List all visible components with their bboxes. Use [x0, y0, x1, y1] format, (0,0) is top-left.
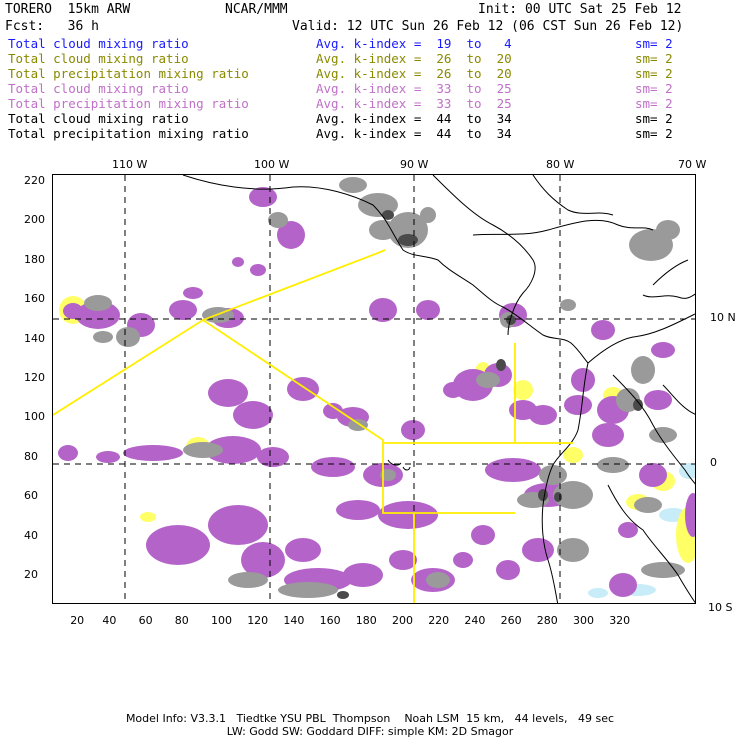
legend-row: Total cloud mixing ratio Avg. k-index = 4…	[8, 111, 733, 126]
legend-smoothing: sm= 2	[635, 96, 673, 111]
model-info-line1: Model Info: V3.3.1 Tiedtke YSU PBL Thomp…	[125, 712, 615, 725]
x-tick-label: 20	[70, 614, 85, 627]
map-panel	[52, 174, 696, 604]
legend-smoothing: sm= 2	[635, 111, 673, 126]
legend-smoothing: sm= 2	[635, 36, 673, 51]
x-tick-label: 80	[174, 614, 189, 627]
legend-variable: Total cloud mixing ratio	[8, 51, 189, 66]
lat-label-10n: 10 N	[710, 311, 736, 324]
legend-row: Total cloud mixing ratio Avg. k-index = 2…	[8, 51, 733, 66]
lon-label-70w: 70 W	[678, 158, 707, 171]
legend-row: Total cloud mixing ratio Avg. k-index = 3…	[8, 81, 733, 96]
x-tick-label: 100	[211, 614, 232, 627]
y-tick-label: 80	[24, 449, 38, 463]
lon-label-100w: 100 W	[254, 158, 290, 171]
legend-variable: Total precipitation mixing ratio	[8, 66, 249, 81]
legend-row: Total precipitation mixing ratio Avg. k-i…	[8, 96, 733, 111]
x-tick-label: 160	[319, 614, 341, 627]
x-tick-label: 120	[247, 614, 269, 627]
y-tick-label: 140	[24, 331, 45, 345]
model-info-line2: LW: Godd SW: Goddard DIFF: simple KM: 2D…	[226, 725, 514, 738]
region-outlines	[53, 249, 573, 603]
legend-smoothing: sm= 2	[635, 81, 673, 96]
init-time: Init: 00 UTC Sat 25 Feb 12	[478, 2, 682, 17]
legend-variable: Total cloud mixing ratio	[8, 81, 189, 96]
y-tick-label: 40	[24, 528, 38, 542]
x-tick-label: 200	[392, 614, 413, 627]
y-tick-label: 100	[24, 410, 45, 424]
lon-label-90w: 90 W	[400, 158, 429, 171]
x-tick-label: 260	[500, 614, 522, 627]
y-tick-label: 120	[24, 371, 45, 384]
y-tick-label: 160	[24, 292, 45, 306]
x-tick-label: 220	[428, 614, 450, 627]
legend-variable: Total cloud mixing ratio	[8, 36, 189, 51]
graticule	[53, 175, 695, 603]
lon-label-110w: 110 W	[112, 158, 148, 171]
x-tick-label: 320	[609, 614, 631, 627]
lon-label-80w: 80 W	[546, 158, 575, 171]
legend-variable: Total cloud mixing ratio	[8, 111, 189, 126]
legend-row: Total precipitation mixing ratio Avg. k-i…	[8, 66, 733, 81]
y-tick-label: 180	[24, 252, 45, 266]
legend-smoothing: sm= 2	[635, 126, 673, 141]
legend-k-index: Avg. k-index = 44 to 34	[316, 111, 512, 126]
forecast-hour: Fcst: 36 h	[5, 19, 99, 34]
gray-cloud-fields	[84, 177, 685, 598]
x-tick-label: 180	[355, 614, 377, 627]
legend-k-index: Avg. k-index = 26 to 20	[316, 51, 512, 66]
legend-smoothing: sm= 2	[635, 66, 673, 81]
legend-k-index: Avg. k-index = 33 to 25	[316, 96, 512, 111]
valid-time: Valid: 12 UTC Sun 26 Feb 12 (06 CST Sun …	[292, 19, 684, 34]
legend-variable: Total precipitation mixing ratio	[8, 96, 249, 111]
x-tick-label: 60	[138, 614, 153, 627]
lat-label-0: 0	[710, 456, 717, 469]
x-tick-label: 280	[536, 614, 558, 627]
x-tick-label: 300	[573, 614, 594, 627]
x-tick-label: 40	[102, 614, 117, 627]
legend-row: Total cloud mixing ratio Avg. k-index = 1…	[8, 36, 733, 51]
y-tick-label: 200	[24, 213, 45, 227]
legend-k-index: Avg. k-index = 33 to 25	[316, 81, 512, 96]
y-tick-label: 20	[24, 568, 38, 581]
purple-cloud-fields	[58, 187, 695, 597]
y-tick-label: 60	[24, 489, 38, 503]
legend-k-index: Avg. k-index = 44 to 34	[316, 126, 512, 141]
org-label: NCAR/MMM	[225, 2, 288, 17]
lat-label-10s: 10 S	[708, 601, 733, 614]
model-title: TORERO 15km ARW	[5, 2, 131, 17]
legend-row: Total precipitation mixing ratio Avg. k-i…	[8, 126, 733, 141]
legend-k-index: Avg. k-index = 26 to 20	[316, 66, 512, 81]
map-canvas	[53, 175, 695, 603]
coastlines	[182, 175, 695, 603]
y-tick-label: 220	[24, 174, 45, 187]
legend-k-index: Avg. k-index = 19 to 4	[316, 36, 512, 51]
legend-variable: Total precipitation mixing ratio	[8, 126, 249, 141]
legend-smoothing: sm= 2	[635, 51, 673, 66]
x-tick-label: 240	[464, 614, 486, 627]
x-tick-label: 140	[283, 614, 305, 627]
